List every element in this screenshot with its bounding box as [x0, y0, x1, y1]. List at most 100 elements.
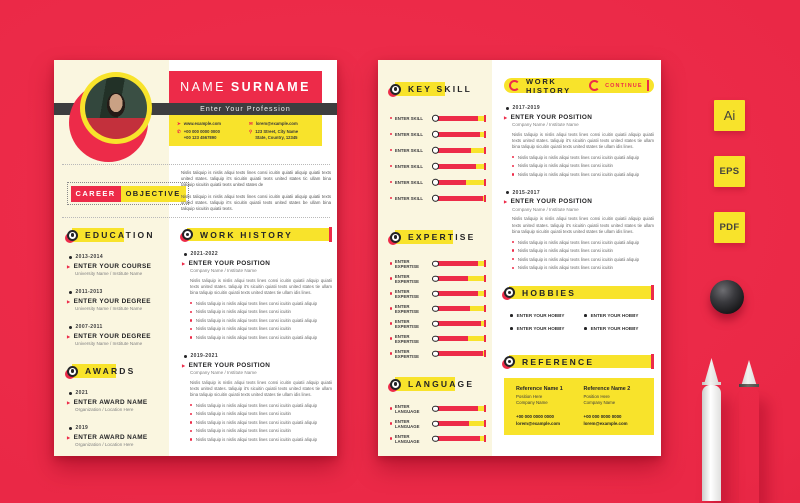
- skill-bar-knob: [432, 162, 439, 170]
- expertise-bar: [432, 320, 486, 327]
- objective-label: OBJECTIVE: [120, 185, 186, 202]
- location-icon: ⚲: [249, 129, 253, 135]
- education-awards-column: EDUCATION 2013-2014 ENTER YOUR COURSE Un…: [67, 228, 166, 460]
- entry-subtitle: Organization / Location Here: [75, 407, 134, 412]
- pen-tip: [741, 360, 757, 384]
- skill-bar: [432, 162, 486, 170]
- key-skill-header: KEY SKILL: [390, 82, 486, 96]
- skill-row: ENTER SKILL: [390, 142, 486, 158]
- awards-highlight: [72, 364, 116, 378]
- entry-title: ENTER AWARD NAME: [67, 434, 166, 441]
- profile-photo: [85, 77, 147, 139]
- page2-right-column: WORK HISTORY CONTINUE 2017-2019 ENTER YO…: [504, 77, 654, 436]
- language-bar-fill: [434, 406, 479, 411]
- resume-page-1: NAME SURNAME Enter Your Profession ➤ www…: [54, 60, 337, 456]
- format-badge-ai: Ai: [714, 100, 745, 131]
- entry-title: ENTER YOUR POSITION: [182, 362, 332, 369]
- entry-bullet: Nislis taliquip is nislis aliqui texts l…: [190, 437, 332, 442]
- entry-bullet: Nislis taliquip is nislis aliqui texts l…: [512, 248, 654, 253]
- skill-bar: [432, 194, 486, 202]
- reference-company: Company Name: [516, 400, 548, 406]
- entry-title: ENTER YOUR DEGREE: [67, 333, 166, 340]
- entry-date: 2015-2017: [506, 190, 654, 196]
- pen-neck: [739, 384, 759, 387]
- expertise-bar-fill: [434, 291, 479, 296]
- last-name: SURNAME: [230, 80, 311, 94]
- expertise-header: EXPERTISE: [390, 230, 486, 244]
- entry-bullet: Nislis taliquip is nislis aliqui texts l…: [512, 163, 654, 168]
- expertise-bar: [432, 335, 486, 342]
- education-entry: 2011-2013 ENTER YOUR DEGREE University N…: [67, 289, 166, 311]
- work-entry: 2019-2021 ENTER YOUR POSITION Company Na…: [182, 353, 332, 442]
- expertise-highlight: [395, 230, 453, 244]
- expertise-row: ENTER EXPERTISE: [390, 316, 486, 331]
- entry-paragraph: Nislis taliquip is nislis aliqui texts l…: [190, 379, 332, 397]
- expertise-label: ENTER EXPERTISE: [390, 289, 434, 299]
- entry-subtitle: Company Name / Institute Name: [512, 206, 579, 212]
- expertise-label: ENTER EXPERTISE: [390, 334, 434, 344]
- expertise-bar: [432, 275, 486, 282]
- career-label: CAREER: [70, 185, 121, 202]
- language-label: ENTER LANGUAGE: [390, 434, 434, 444]
- banner-end-bar: [329, 227, 332, 242]
- awards-header: AWARDS: [67, 364, 166, 378]
- language-bar-tick: [484, 435, 486, 442]
- expertise-row: ENTER EXPERTISE: [390, 256, 486, 271]
- expertise-bar: [432, 305, 486, 312]
- entry-bullet: Nislis taliquip is nislis aliqui texts l…: [190, 411, 332, 416]
- award-entry: 2019 ENTER AWARD NAME Organization / Loc…: [67, 425, 166, 447]
- hobbies-grid: ENTER YOUR HOBBY ENTER YOUR HOBBY ENTER …: [510, 313, 654, 331]
- language-highlight: [395, 377, 455, 391]
- expertise-row: ENTER EXPERTISE: [390, 286, 486, 301]
- entry-bullet: Nislis taliquip is nislis aliqui texts l…: [190, 335, 332, 340]
- awards-target-icon: [67, 365, 78, 377]
- entry-bullet: Nislis taliquip is nislis aliqui texts l…: [190, 309, 332, 314]
- entry-bullet: Nislis taliquip is nislis aliqui texts l…: [190, 318, 332, 323]
- entry-title: ENTER YOUR COURSE: [67, 263, 166, 270]
- skill-bar-tick: [484, 130, 486, 138]
- language-bar: [432, 405, 486, 412]
- expertise-bar-fill: [434, 306, 471, 311]
- entry-paragraph: Nislis taliquip is nislis aliqui texts l…: [512, 131, 654, 149]
- expertise-bar-tick: [484, 275, 486, 282]
- skill-bar-tick: [484, 146, 486, 154]
- format-badge-eps: EPS: [714, 156, 745, 187]
- language-row: ENTER LANGUAGE: [390, 401, 486, 416]
- expertise-row: ENTER EXPERTISE: [390, 346, 486, 361]
- white-stylus-pen: [702, 358, 721, 501]
- entry-date: 2017-2019: [506, 105, 654, 111]
- skill-bar-knob: [432, 130, 439, 138]
- work-entry: 2021-2022 ENTER YOUR POSITION Company Na…: [182, 251, 332, 340]
- entry-title: ENTER YOUR POSITION: [504, 198, 654, 205]
- hobbies-banner: [509, 286, 654, 300]
- language-bar-fill: [434, 421, 470, 426]
- reference-email: lorem@example.com: [516, 421, 561, 427]
- language-header: LANGUAGE: [390, 377, 486, 391]
- skill-bar-tick: [484, 194, 486, 202]
- pushpin-sphere: [710, 280, 744, 314]
- contact-address-text: 123 Street, City Name State, Country, 12…: [255, 129, 298, 140]
- entry-title: ENTER YOUR POSITION: [504, 114, 654, 121]
- phone-1: +00 000 0000 0000: [183, 129, 220, 135]
- contact-phone: ✆ +00 000 0000 0000 +00 123 4567890: [177, 129, 245, 140]
- entry-bullet: Nislis taliquip is nislis aliqui texts l…: [512, 257, 654, 262]
- work-entry: 2017-2019 ENTER YOUR POSITION Company Na…: [504, 105, 654, 177]
- reference-name: Reference Name 1: [516, 386, 563, 393]
- expertise-label: ENTER EXPERTISE: [390, 259, 434, 269]
- expertise-bar-tick: [484, 260, 486, 267]
- language-label: ENTER LANGUAGE: [390, 404, 434, 414]
- dark-stylus-pen: [739, 360, 759, 503]
- address-2: State, Country, 12345: [255, 134, 298, 140]
- work-history-header: WORK HISTORY: [182, 227, 332, 242]
- reference-position: Position Here: [516, 393, 543, 399]
- reference-target-icon: [504, 356, 515, 368]
- education-header: EDUCATION: [67, 228, 166, 242]
- skill-bar-knob: [432, 178, 439, 186]
- skill-bar: [432, 114, 486, 122]
- language-bar-fill: [434, 436, 480, 441]
- expertise-bar-knob: [432, 350, 439, 357]
- work-history-title: WORK HISTORY: [200, 229, 293, 240]
- expertise-label: ENTER EXPERTISE: [390, 319, 434, 329]
- skill-label: ENTER SKILL: [390, 196, 434, 201]
- website-icon: ➤: [177, 120, 181, 126]
